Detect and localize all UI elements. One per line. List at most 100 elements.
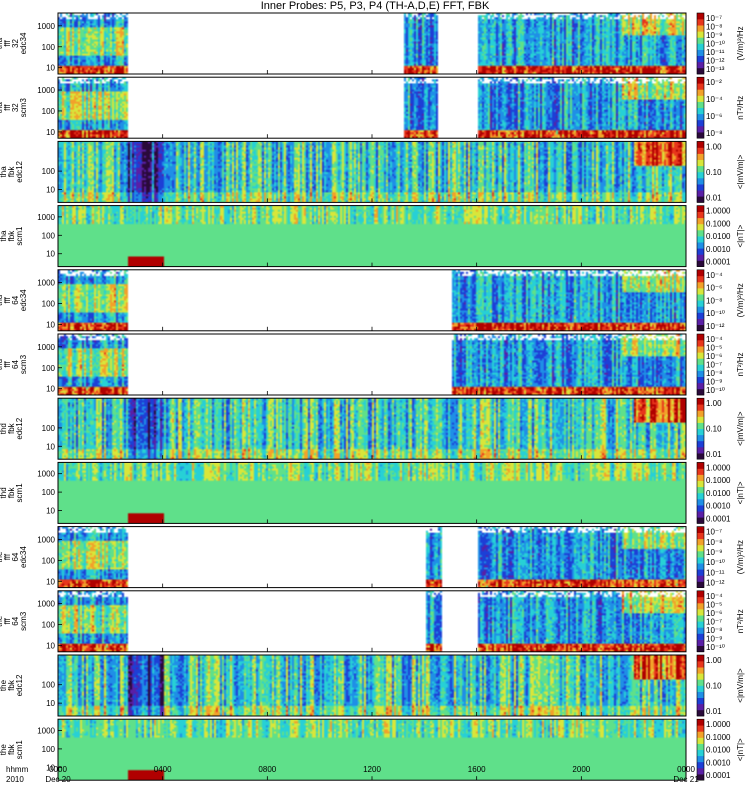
panel-ylabel: thdfbkedc12 (0, 417, 24, 439)
colorbar-swatch (697, 731, 704, 738)
colorbar-swatch (697, 49, 704, 56)
y-tick-label: 1000 (37, 470, 55, 479)
panel-ylabel-line: scm1 (15, 740, 24, 760)
spectrogram-image (58, 141, 686, 203)
colorbar-tick-label: 10⁻¹⁰ (706, 386, 725, 395)
colorbar-swatch (697, 532, 704, 540)
colorbar-swatch (697, 260, 704, 267)
colorbar-tick-label: 10⁻¹² (706, 322, 725, 331)
y-tick-label: 1000 (37, 22, 55, 31)
colorbar-tick-label: 0.0001 (706, 258, 731, 267)
colorbar-swatch (697, 563, 704, 570)
colorbar-swatch (697, 61, 704, 69)
y-tick-label: 10 (46, 128, 55, 137)
y-tick-label: 1000 (37, 279, 55, 288)
colorbar-tick-label: 10⁻⁷ (706, 361, 722, 370)
colorbar-swatch (697, 691, 704, 698)
colorbar-swatch (697, 398, 704, 405)
panel-ylabel-line: 64 (11, 616, 20, 625)
colorbar-swatch (697, 544, 704, 552)
spectrogram-image (58, 334, 686, 395)
colorbar: 1.0000 0.1000 0.0100 0.0010 0.0001 <|nT|> (696, 462, 745, 524)
colorbar-tick-label: 10⁻¹¹ (706, 568, 725, 577)
spectrogram-panel: thafbkscm1 1000 100 10 1.0000 0.1000 0.0100 0.0… (0, 205, 745, 268)
spectrogram-panel: thafff32edc3410001001010⁻⁷10⁻⁸10⁻⁹10⁻¹⁰1… (0, 12, 745, 75)
time-tick-label: 0000 (49, 765, 67, 774)
colorbar-swatch (697, 603, 704, 610)
colorbar-swatch (697, 768, 704, 775)
spectrogram-image (58, 13, 686, 74)
panel-ylabel-line: thd (0, 359, 4, 370)
colorbar-tick-label: 1.0000 (706, 720, 731, 729)
colorbar-frame (696, 654, 705, 717)
y-tick-label: 100 (42, 167, 56, 176)
colorbar-swatch (697, 147, 704, 154)
panel-ylabel-line: fff (3, 296, 12, 303)
colorbar-tick-label: 10⁻¹⁰ (706, 40, 725, 49)
spectrogram-image (58, 655, 686, 716)
panel-ylabel: thefbkedc12 (0, 674, 24, 696)
colorbar-frame (696, 12, 705, 75)
colorbar-tick-label: 10⁻⁷ (706, 14, 722, 23)
panel-ylabel-line: fff (3, 553, 12, 560)
colorbar-tick-label: 10⁻⁸ (706, 296, 723, 305)
colorbar-tick-label: 0.0100 (706, 489, 731, 498)
panel-ylabel-line: tha (0, 102, 4, 114)
panel-ylabel: thdfff64scm3 (0, 354, 28, 374)
colorbar-swatch (697, 37, 704, 44)
spectrogram-panel: thefff64edc3410001001010⁻⁷10⁻⁸10⁻⁹10⁻¹⁰1… (0, 526, 745, 589)
colorbar-swatch (697, 621, 704, 628)
spectrogram-panel: thefbkscm1 1000 100 10 1.0000 0.1000 0.0100 0.0… (0, 718, 745, 781)
colorbar-label: <|nT|> (736, 481, 745, 504)
colorbar-swatch (697, 211, 704, 219)
y-tick-label: 10 (46, 763, 55, 772)
colorbar-swatch (697, 242, 704, 249)
colorbar-swatch (697, 113, 704, 121)
y-tick-label: 10 (46, 385, 55, 394)
colorbar-label: <|mV/m|> (736, 154, 745, 189)
colorbar-frame (696, 269, 705, 332)
y-tick-label: 10 (46, 320, 55, 329)
colorbar-swatch (697, 627, 704, 634)
colorbar-swatch (697, 126, 704, 133)
colorbar-tick-label: 10⁻⁴ (706, 95, 723, 104)
colorbar-swatch (697, 165, 704, 173)
colorbar-swatch (697, 679, 704, 686)
colorbar: 10⁻⁴10⁻⁵10⁻⁶10⁻⁷10⁻⁸10⁻⁹10⁻¹⁰ nT²/Hz (696, 333, 745, 396)
y-tick-label: 10 (46, 699, 55, 708)
colorbar-tick-label: 0.0001 (706, 771, 731, 780)
y-tick-label: 1000 (37, 86, 55, 95)
colorbar-swatch (697, 645, 704, 653)
panel-ylabel-line: edc34 (19, 546, 28, 568)
colorbar-swatch (697, 709, 704, 717)
colorbar-tick-label: 0.1000 (706, 733, 731, 742)
colorbar-label: <|mV/m|> (736, 411, 745, 446)
colorbar-swatch (697, 119, 704, 127)
colorbar-tick-label: 1.0000 (706, 463, 731, 472)
colorbar-tick-label: 10⁻⁴ (706, 335, 723, 344)
colorbar-swatch (697, 737, 704, 744)
colorbar-swatch (697, 153, 704, 160)
colorbar-tick-label: 10⁻¹⁰ (706, 558, 725, 567)
colorbar: 1.0000 0.1000 0.0100 0.0010 0.0001 <|nT|> (696, 718, 745, 781)
panel-ylabel-line: thd (0, 487, 8, 498)
colorbar-swatch (697, 462, 704, 469)
panel-ylabel-line: edc34 (19, 32, 28, 54)
time-axis-row1-label: hhmm (6, 765, 29, 774)
colorbar-swatch (697, 83, 704, 90)
colorbar-swatch (697, 132, 704, 139)
colorbar-tick-label: 10⁻⁴ (706, 271, 723, 280)
panel-ylabel: thdfff64edc34 (0, 289, 28, 311)
colorbar-swatch (697, 569, 704, 576)
time-axis: hhmm 2010 0000 0400 0800 1200 1600 2000 0000De… (6, 765, 699, 784)
time-tick-label: 0400 (154, 765, 172, 774)
spectrogram-image (58, 462, 686, 524)
colorbar-swatch (697, 719, 704, 726)
colorbar-tick-label: 1.00 (706, 656, 722, 665)
panel-ylabel-line: edc12 (15, 674, 24, 696)
colorbar-tick-label: 10⁻⁷ (706, 528, 722, 537)
colorbar-swatch (697, 95, 704, 102)
panel-ylabel: thafff32scm3 (0, 98, 28, 118)
